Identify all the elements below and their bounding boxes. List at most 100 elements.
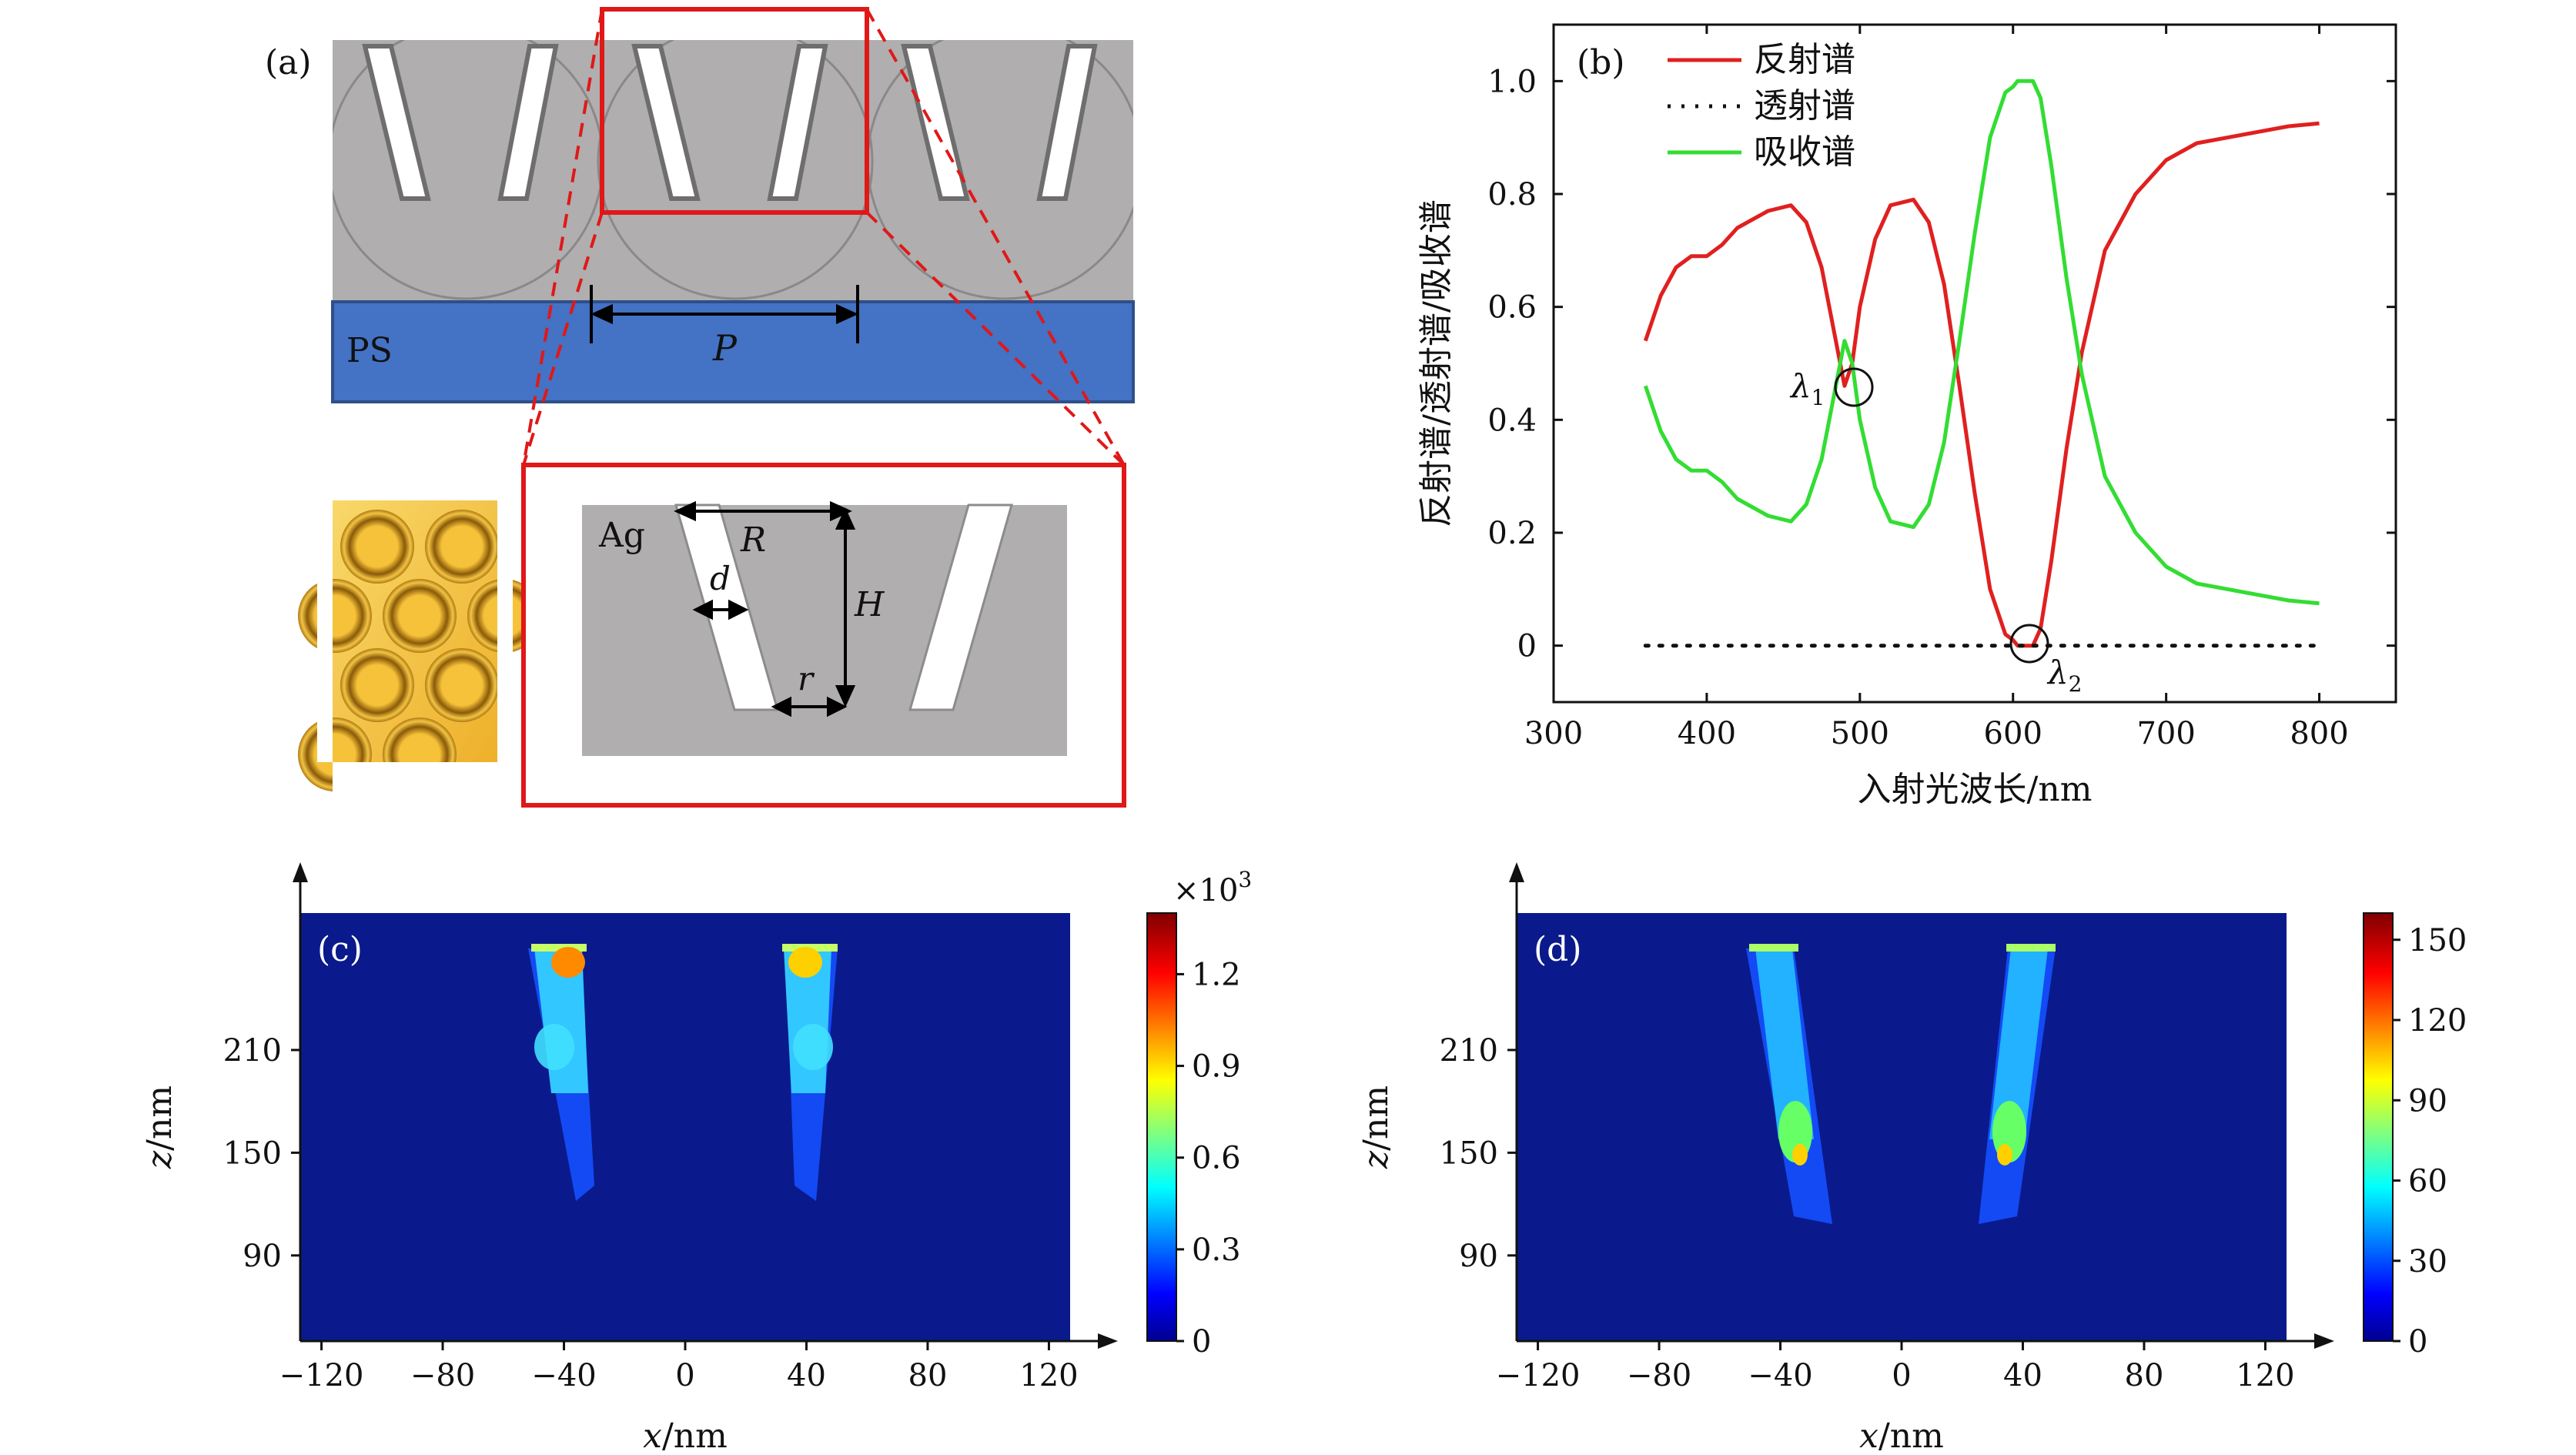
map-d-ylabel: z/nm — [1357, 1085, 1396, 1169]
zoom-source-box — [600, 7, 869, 215]
chart-b-ytick-label: 1.0 — [1487, 64, 1537, 99]
colorbar-tick-label: 0.6 — [1192, 1141, 1241, 1176]
lambda1-marker — [1834, 367, 1874, 407]
zoom-lines — [522, 8, 1126, 467]
panel-b-label: (b) — [1577, 43, 1625, 82]
period-label: P — [712, 327, 738, 369]
r-label: r — [798, 660, 815, 697]
R-arrow — [674, 500, 852, 522]
map-c-field — [528, 944, 838, 1201]
chart-b-ytick-label: 0.8 — [1487, 177, 1537, 212]
map-c — [300, 913, 1070, 1341]
colorbar-tick-label: 0 — [1192, 1324, 1211, 1360]
R-label: R — [740, 520, 766, 560]
panel-d-label: (d) — [1534, 930, 1582, 969]
sem-image — [298, 500, 541, 793]
metal-layer — [333, 40, 1133, 300]
lambda1-label: λ1 — [1789, 367, 1825, 410]
panel-b: (b) 300 400 500 600 700 800 0 0.2 0.4 0.6 0.8 1.0 反… — [1417, 23, 2397, 809]
chart-b-ticks: 300 400 500 600 700 800 0 0.2 0.4 0.6 0.8 1.0 — [1487, 25, 2396, 751]
legend-label-transmit: 透射谱 — [1754, 86, 1855, 125]
map-d-xlabel: x/nm — [1859, 1417, 1944, 1455]
r-arrow — [771, 696, 848, 717]
H-label: H — [854, 585, 885, 624]
map-xtick-label: −40 — [531, 1358, 596, 1393]
colorbar-d-gradient — [2363, 912, 2394, 1342]
map-xtick-label: −120 — [1496, 1358, 1581, 1393]
z-axis-arrowhead — [1509, 862, 1524, 882]
series-line-0 — [1643, 121, 2320, 648]
chart-b-ytick-label: 0 — [1517, 629, 1537, 664]
panel-d: (d) −120 −80 −40 0 40 80 120 90 150 210 0 30 60 90 12… — [1357, 862, 2467, 1455]
ag-label: Ag — [598, 516, 645, 555]
map-c-xlabel: x/nm — [643, 1417, 728, 1455]
colorbar-c-gradient — [1146, 912, 1177, 1342]
panel-c-label: (c) — [317, 930, 363, 969]
colorbar-tick-label: 0.3 — [1192, 1233, 1241, 1268]
map-ztick-label: 150 — [1440, 1136, 1498, 1171]
legend-label-reflect: 反射谱 — [1754, 40, 1855, 79]
map-ztick-label: 90 — [1459, 1239, 1498, 1274]
map-c-axes: −120 −80 −40 0 40 80 120 90 150 210 — [223, 862, 1118, 1393]
chart-b-xtick-label: 800 — [2290, 716, 2348, 751]
colorbar-c-multiplier: ×103 — [1173, 867, 1252, 908]
map-ztick-label: 210 — [223, 1033, 282, 1069]
map-d — [1517, 913, 2287, 1341]
H-arrow — [835, 507, 856, 707]
chart-b-legend: 反射谱 透射谱 吸收谱 — [1668, 40, 1855, 172]
period-arrow — [590, 285, 859, 343]
colorbar-tick-label: 0.9 — [1192, 1049, 1241, 1085]
colorbar-tick-label: 0 — [2408, 1324, 2427, 1360]
chart-b-ytick-label: 0.6 — [1487, 290, 1537, 326]
map-c-ylabel: z/nm — [140, 1085, 179, 1169]
chart-b-xlabel: 入射光波长/nm — [1858, 770, 2093, 809]
legend-label-absorb: 吸收谱 — [1754, 132, 1855, 172]
map-d-field — [1746, 944, 2056, 1224]
chart-b-xtick-label: 400 — [1678, 716, 1736, 751]
map-xtick-label: 0 — [675, 1358, 694, 1393]
chart-b-ytick-label: 0.2 — [1487, 516, 1537, 551]
colorbar-c: 0 0.3 0.6 0.9 1.2 ×103 — [1146, 867, 1252, 1360]
map-xtick-label: −80 — [1627, 1358, 1691, 1393]
colorbar-tick-label: 30 — [2408, 1244, 2447, 1279]
map-xtick-label: 40 — [2003, 1358, 2042, 1393]
colorbar-tick-label: 1.2 — [1192, 957, 1241, 992]
map-xtick-label: 80 — [2125, 1358, 2164, 1393]
map-ztick-label: 210 — [1440, 1033, 1498, 1069]
map-xtick-label: 0 — [1892, 1358, 1911, 1393]
panel-c: (c) −120 −80 −40 0 40 80 120 90 150 210 0 0.3 0.6 0.… — [140, 862, 1252, 1455]
colorbar-tick-label: 150 — [2408, 923, 2467, 958]
z-axis-arrowhead — [293, 862, 308, 882]
panel-a-label: (a) — [265, 43, 312, 82]
colorbar-tick-label: 60 — [2408, 1164, 2447, 1199]
zoom-slots — [674, 503, 1013, 711]
chart-b-xtick-label: 700 — [2136, 716, 2195, 751]
map-ztick-label: 150 — [223, 1136, 282, 1171]
map-xtick-label: −40 — [1748, 1358, 1812, 1393]
chart-b-series — [1643, 79, 2321, 648]
map-xtick-label: 120 — [2236, 1358, 2294, 1393]
lambda2-marker — [2009, 624, 2049, 664]
map-xtick-label: 120 — [1019, 1358, 1078, 1393]
colorbar-tick-label: 90 — [2408, 1083, 2447, 1119]
d-label: d — [710, 560, 731, 597]
map-ztick-label: 90 — [243, 1239, 282, 1274]
ps-layer — [331, 300, 1135, 403]
map-d-axes: −120 −80 −40 0 40 80 120 90 150 210 — [1440, 862, 2334, 1393]
map-xtick-label: 40 — [787, 1358, 826, 1393]
d-arrow — [692, 599, 749, 620]
chart-b-frame — [1552, 23, 2397, 704]
map-xtick-label: 80 — [908, 1358, 948, 1393]
colorbar-tick-label: 120 — [2408, 1003, 2467, 1039]
x-axis-arrowhead — [1098, 1333, 1118, 1349]
panel-a: (a) PS P — [265, 7, 1135, 808]
chart-b-xtick-label: 600 — [1984, 716, 2042, 751]
chart-b-xtick-label: 300 — [1524, 716, 1583, 751]
ps-label: PS — [346, 331, 393, 370]
series-line-2 — [1643, 79, 2320, 606]
x-axis-arrowhead — [2314, 1333, 2334, 1349]
chart-b-ylabel: 反射谱/透射谱/吸收谱 — [1417, 199, 1456, 527]
map-xtick-label: −120 — [279, 1358, 364, 1393]
colorbar-d: 0 30 60 90 120 150 — [2363, 912, 2467, 1360]
